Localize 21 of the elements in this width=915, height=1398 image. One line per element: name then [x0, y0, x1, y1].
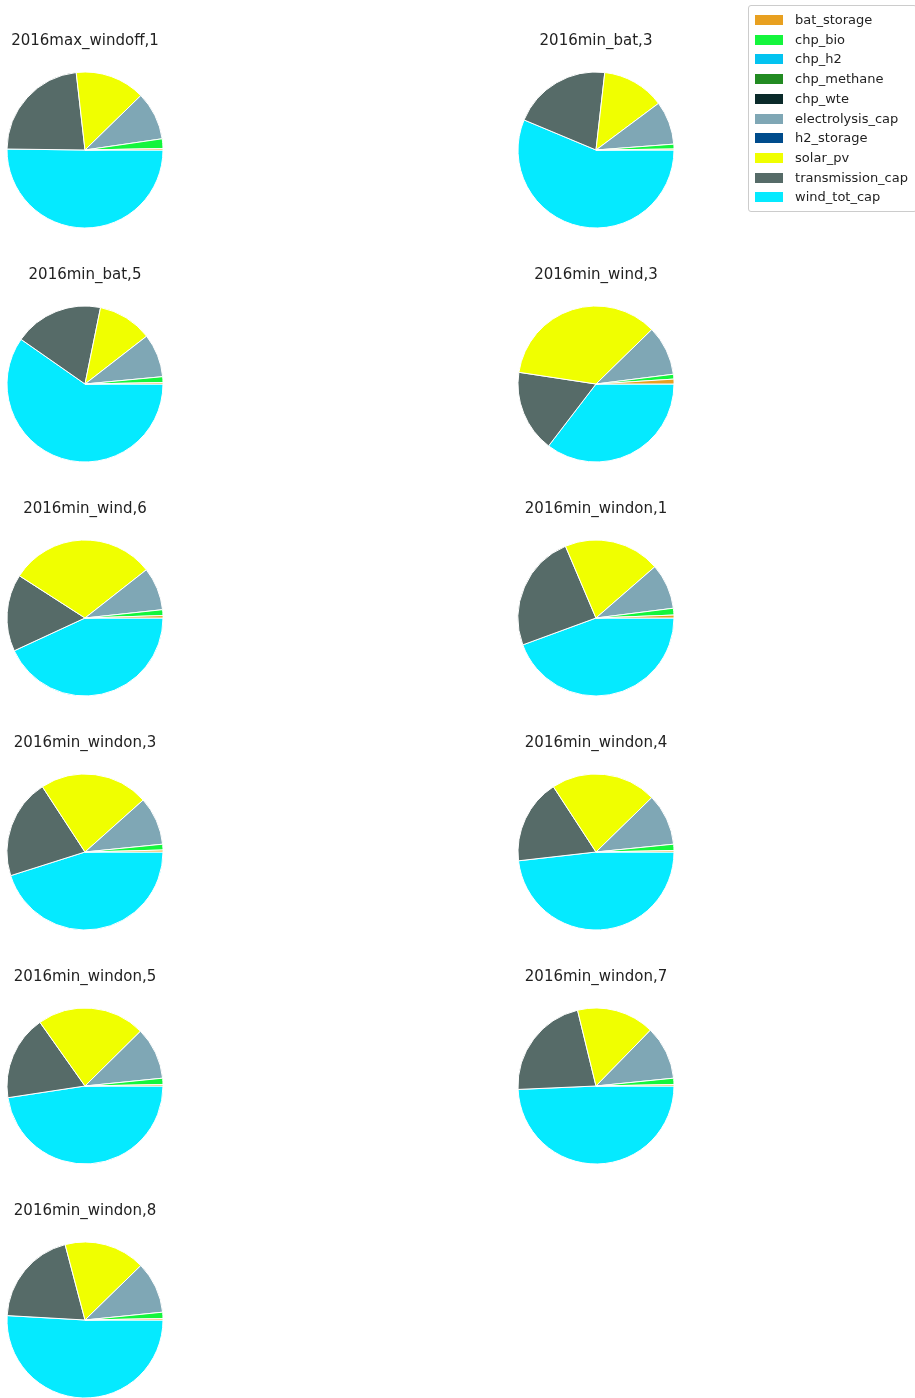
legend-label: bat_storage [795, 12, 873, 27]
chart-title: 2016min_windon,8 [13, 1201, 157, 1219]
chart-title: 2016min_windon,4 [524, 733, 668, 751]
chart-title: 2016min_windon,7 [524, 967, 668, 985]
legend-label: chp_wte [795, 90, 849, 106]
chart-title: 2016min_windon,3 [13, 733, 157, 751]
legend-label: h2_storage [795, 130, 868, 146]
legend-label: electrolysis_cap [795, 110, 899, 126]
text: 2016min_bat,3 [539, 31, 653, 49]
chart-title: 2016min_windon,1 [524, 499, 668, 517]
legend-label: chp_bio [795, 31, 846, 47]
legend-label: wind_tot_cap [795, 189, 881, 205]
chart-title: 2016max_windoff,1 [11, 31, 159, 49]
legend-label: transmission_cap [795, 169, 908, 185]
chart-title: 2016min_wind,3 [534, 265, 658, 283]
chart-title: 2016min_windon,5 [13, 967, 157, 985]
legend-label: solar_pv [795, 149, 850, 165]
legend-label: chp_h2 [795, 51, 842, 67]
chart-title: 2016min_wind,6 [23, 499, 147, 517]
chart-title: 2016min_bat,5 [28, 265, 142, 283]
legend-label: chp_methane [795, 71, 884, 87]
